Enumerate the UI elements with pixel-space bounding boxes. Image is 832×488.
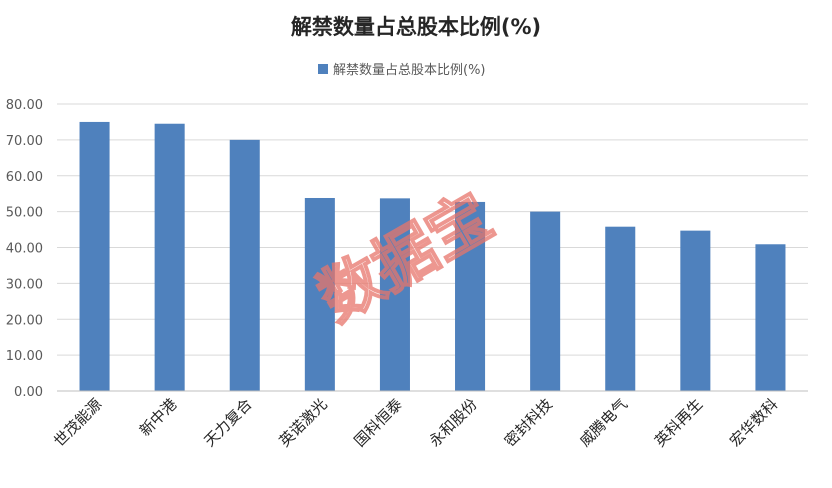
- bar: [304, 197, 335, 391]
- bar: [79, 121, 110, 391]
- x-tick-label: 世茂能源: [50, 395, 105, 450]
- legend: 解禁数量占总股本比例(%): [318, 63, 486, 78]
- chart-title: 解禁数量占总股本比例(%): [291, 15, 541, 39]
- y-tick-label: 60.00: [6, 170, 43, 185]
- x-tick-label: 威腾电气: [576, 395, 631, 450]
- x-tick-label: 新中港: [136, 395, 181, 440]
- bar: [530, 211, 561, 391]
- y-tick-label: 80.00: [6, 98, 43, 113]
- bar: [154, 123, 185, 391]
- bar: [455, 201, 486, 391]
- y-axis-ticks: 0.00 10.00 20.00 30.00 40.00 50.00 60.00 70.00 8…: [6, 98, 43, 400]
- bar: [229, 139, 260, 391]
- y-tick-label: 20.00: [6, 313, 43, 328]
- y-tick-label: 40.00: [6, 242, 43, 257]
- y-tick-label: 30.00: [6, 277, 43, 292]
- bar: [379, 198, 410, 391]
- bars: [79, 121, 786, 391]
- x-tick-label: 永和股份: [426, 395, 481, 450]
- x-tick-label: 英科再生: [651, 395, 706, 450]
- x-tick-label: 英诺激光: [276, 395, 331, 450]
- x-tick-label: 国科恒泰: [351, 395, 406, 450]
- bar: [680, 230, 711, 391]
- x-tick-label: 宏华数科: [726, 395, 781, 450]
- y-tick-label: 0.00: [14, 385, 43, 400]
- bar: [605, 226, 636, 391]
- y-tick-label: 70.00: [6, 134, 43, 149]
- y-tick-label: 50.00: [6, 206, 43, 221]
- legend-swatch: [318, 64, 328, 74]
- x-tick-label: 密封科技: [501, 395, 556, 450]
- y-tick-label: 10.00: [6, 349, 43, 364]
- x-tick-label: 天力复合: [200, 395, 255, 450]
- x-axis-labels: 世茂能源 新中港 天力复合 英诺激光 国科恒泰 永和股份 密封科技 威腾电气 英科再生 宏华数科: [50, 395, 781, 450]
- legend-label: 解禁数量占总股本比例(%): [333, 63, 486, 78]
- bar: [755, 244, 786, 391]
